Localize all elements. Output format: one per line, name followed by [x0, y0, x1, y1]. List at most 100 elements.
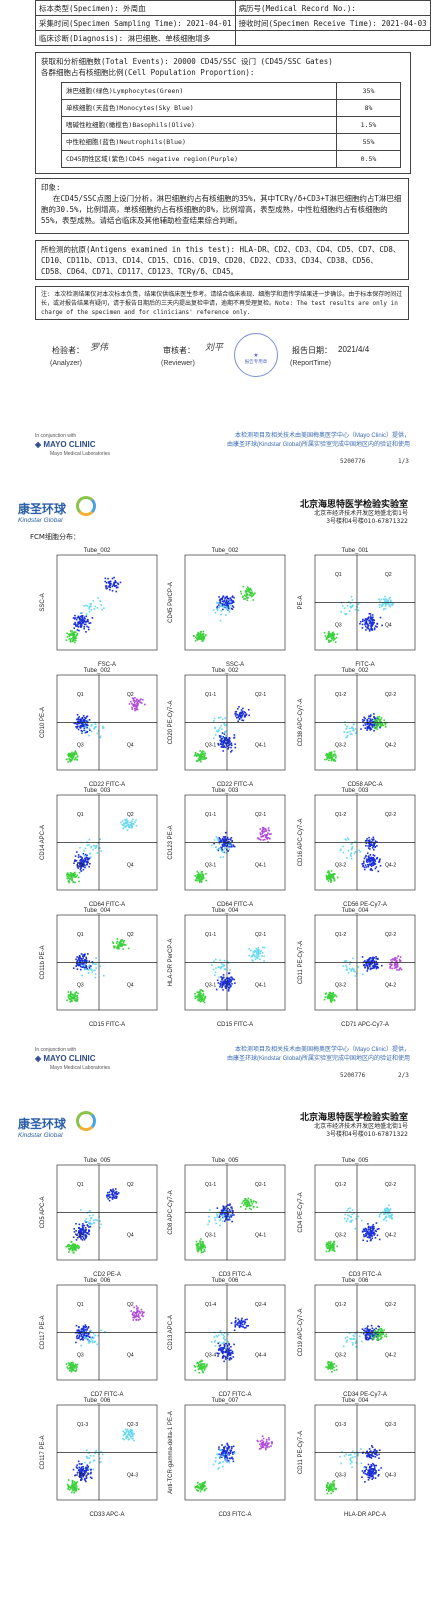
event-dot [367, 1329, 370, 1332]
event-dot [241, 710, 244, 713]
event-dot [374, 1472, 377, 1475]
event-dot [354, 851, 357, 853]
event-dot [198, 1247, 200, 1250]
event-dot [245, 1199, 248, 1202]
event-dot [226, 983, 229, 986]
event-dot [217, 1462, 220, 1465]
event-dot [231, 1453, 234, 1455]
event-dot [74, 994, 76, 996]
event-dot [367, 1223, 369, 1225]
event-dot [80, 862, 83, 865]
event-dot [85, 964, 87, 967]
event-dot [228, 987, 231, 989]
event-dot [80, 1328, 83, 1331]
event-dot [373, 848, 375, 851]
event-dot [373, 622, 375, 624]
event-dot [129, 823, 132, 826]
event-dot [381, 722, 384, 725]
event-dot [83, 1478, 86, 1480]
event-dot [72, 638, 75, 641]
event-dot [83, 955, 86, 957]
quadrant-label: Q3-1 [205, 982, 216, 988]
event-dot [244, 594, 246, 597]
event-dot [371, 718, 374, 721]
event-dot [78, 616, 80, 619]
event-dot [86, 860, 89, 863]
event-dot [332, 993, 334, 995]
footer-note-2: 本检测项目及相关技术由美国梅奥医学中心（Mayo Clinic）提供， 由康圣环… [140, 1046, 410, 1064]
event-dot [225, 606, 228, 609]
event-dot [217, 1353, 220, 1355]
plot-y-axis-label: CD16 APC-Cy7-A [298, 819, 304, 867]
reviewer-label: 审核者： [163, 346, 195, 355]
event-dot [88, 1332, 90, 1335]
event-dot [222, 608, 224, 611]
event-dot [371, 617, 373, 619]
plot-tube-label: Tube_001 [342, 548, 369, 554]
event-dot [113, 946, 116, 949]
event-dot [68, 1362, 71, 1365]
event-dot [261, 952, 264, 954]
event-dot [88, 622, 91, 624]
event-dot [224, 981, 226, 984]
event-dot [369, 1237, 371, 1239]
event-dot [202, 630, 205, 633]
event-dot [231, 1350, 234, 1353]
event-dot [250, 1204, 253, 1207]
event-dot [369, 1471, 372, 1474]
event-dot [88, 610, 91, 613]
event-dot [89, 1223, 91, 1226]
event-dot [80, 1209, 82, 1211]
event-dot [75, 875, 77, 878]
event-dot [215, 846, 217, 849]
event-dot [226, 1450, 228, 1453]
event-dot [260, 1447, 262, 1450]
event-dot [368, 1470, 370, 1473]
event-dot [197, 1486, 200, 1488]
event-dot [384, 1211, 387, 1213]
event-dot [106, 587, 109, 590]
event-dot [376, 1335, 378, 1337]
quadrant-label: Q1 [77, 1182, 84, 1188]
event-dot [385, 603, 387, 606]
event-dot [96, 852, 99, 854]
event-dot [200, 1251, 203, 1254]
event-dot [121, 944, 123, 947]
event-dot [333, 633, 335, 635]
event-dot [367, 855, 370, 858]
event-dot [374, 726, 377, 729]
footer-line-2: 由康圣环球(Kindstar Global)所属实验室完成中国地区内的验证和使用 [226, 1056, 410, 1062]
event-dot [78, 880, 80, 883]
event-dot [266, 1446, 268, 1449]
event-dot [232, 1356, 235, 1358]
event-dot [228, 980, 231, 983]
event-dot [218, 1446, 220, 1448]
event-dot [327, 1245, 330, 1247]
event-dot [370, 858, 373, 860]
event-dot [371, 961, 373, 963]
event-dot [331, 874, 333, 876]
event-dot [111, 1196, 113, 1199]
event-dot [197, 633, 200, 636]
event-dot [224, 1358, 227, 1360]
event-dot [216, 837, 219, 840]
event-dot [219, 856, 222, 859]
event-dot [363, 1229, 366, 1231]
event-dot [90, 609, 93, 611]
event-dot [92, 1455, 95, 1457]
event-dot [89, 622, 92, 624]
event-dot [376, 856, 379, 859]
event-dot [134, 704, 137, 707]
event-dot [227, 1348, 230, 1351]
event-dot [224, 1355, 226, 1358]
event-dot [369, 863, 371, 866]
logo-en: Kindstar Global [18, 1132, 63, 1139]
event-dot [371, 965, 374, 967]
event-dot [222, 856, 225, 858]
event-dot [363, 719, 366, 722]
event-dot [224, 1215, 226, 1218]
event-dot [103, 607, 105, 609]
event-dot [374, 1232, 376, 1235]
event-dot [204, 752, 207, 755]
event-dot [222, 1452, 225, 1455]
